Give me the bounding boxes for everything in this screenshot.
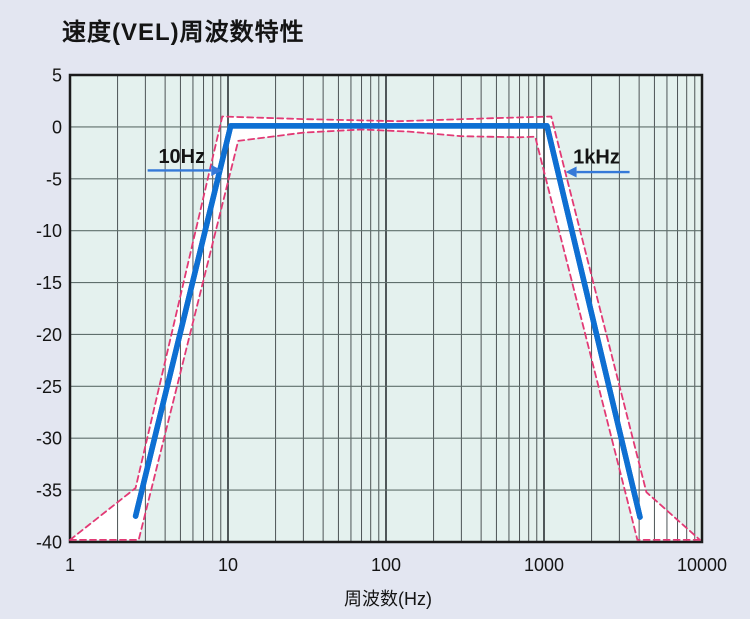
- chart-title: 速度(VEL)周波数特性: [62, 19, 305, 46]
- tolerance-lower-line: [69, 128, 701, 541]
- tolerance-upper-line: [69, 115, 701, 541]
- y-tick-label: 0: [52, 117, 62, 137]
- x-tick-label: 1: [65, 555, 75, 575]
- y-tick-label: -20: [36, 325, 62, 345]
- annotation-1khz: 1kHz: [565, 147, 630, 178]
- y-tick-label: -25: [36, 377, 62, 397]
- velocity-response-top: [132, 123, 643, 520]
- annotation-10hz: 10Hz: [147, 146, 223, 176]
- x-tick-label: 10000: [677, 555, 727, 575]
- arrow-head-icon: [211, 164, 223, 176]
- y-tick-label: -40: [36, 533, 62, 553]
- x-tick-label: 100: [371, 555, 401, 575]
- annotation-label: 10Hz: [158, 146, 205, 168]
- y-tick-label: -5: [46, 169, 62, 189]
- x-tick-label: 1000: [524, 555, 564, 575]
- y-tick-label: 5: [52, 66, 62, 86]
- arrow-head-icon: [565, 166, 577, 178]
- y-tick-label: -15: [36, 273, 62, 293]
- y-tick-label: -30: [36, 429, 62, 449]
- y-tick-label: -10: [36, 221, 62, 241]
- annotation-label: 1kHz: [573, 147, 620, 169]
- y-axis-tick-labels: 5 0 -5 -10 -15 -20 -25 -30 -35 -40: [36, 66, 62, 553]
- grid: [70, 75, 702, 542]
- x-axis-tick-labels: 1 10 100 1000 10000: [65, 555, 727, 575]
- plot-border: [68, 73, 704, 544]
- y-tick-label: -35: [36, 481, 62, 501]
- x-tick-label: 10: [218, 555, 238, 575]
- x-axis-label: 周波数(Hz): [344, 589, 432, 609]
